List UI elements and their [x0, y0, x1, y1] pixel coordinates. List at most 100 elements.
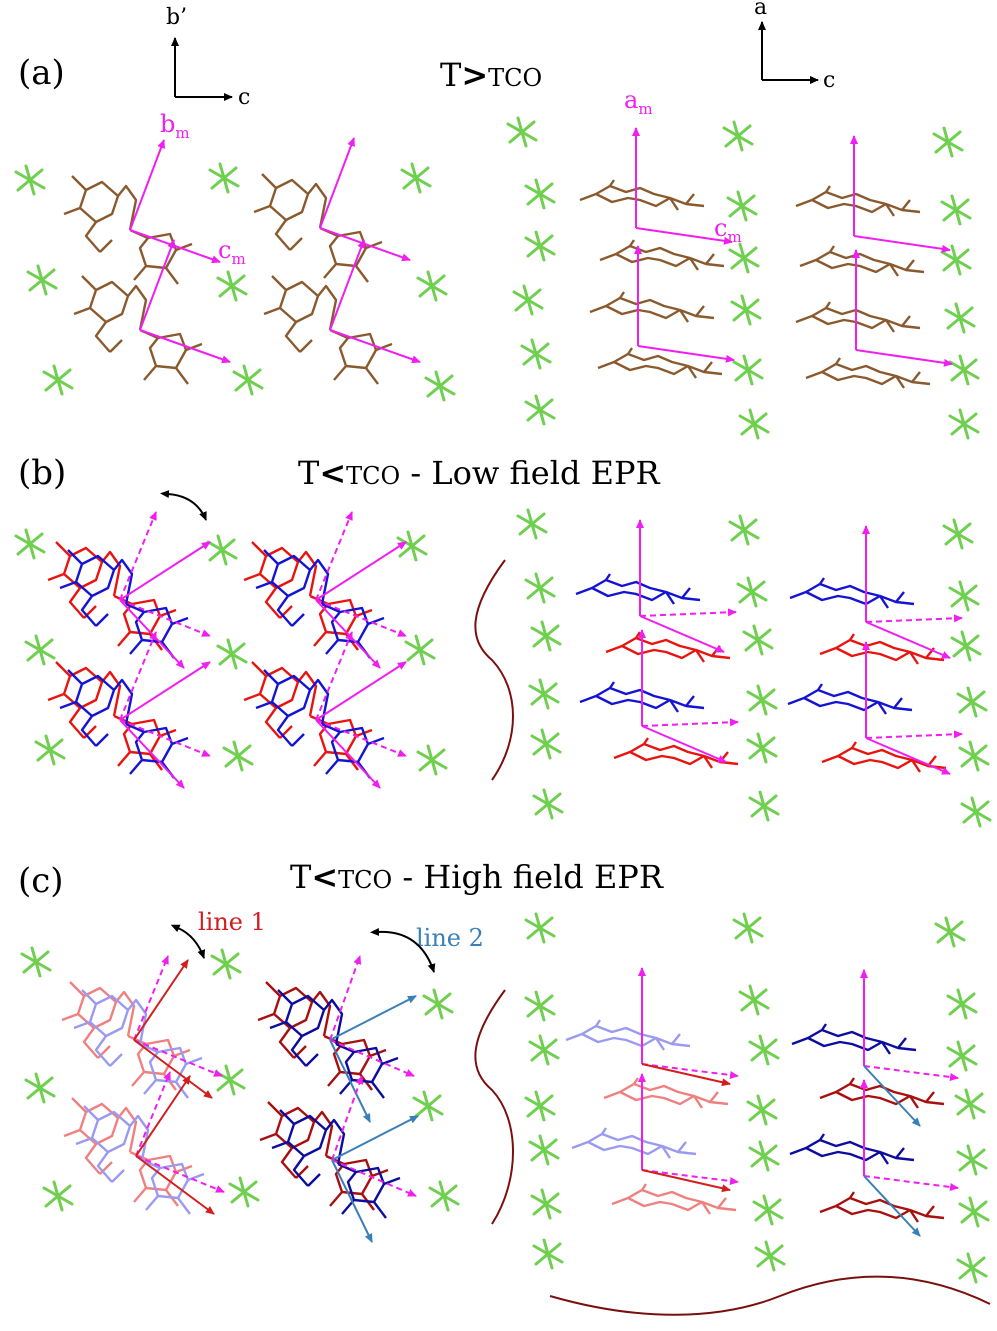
vector-b-a-1 [139, 239, 175, 331]
molecule-c-right-6 [789, 1133, 915, 1165]
vector-c2-c-right-dashed-1 [863, 1175, 959, 1191]
molecule-a-right-7 [805, 357, 931, 389]
vector-c-a-2 [319, 227, 411, 262]
molecule-a-left-2 [253, 173, 383, 283]
molecule-c-right-3 [611, 1183, 737, 1215]
vector-c-b-solid-2 [641, 725, 727, 763]
vector-c2-c-right-solid-0 [863, 1065, 921, 1127]
vector-c-a-3 [329, 329, 421, 364]
anion-a-right-7 [726, 190, 758, 222]
anion-c-left-1 [24, 1072, 56, 1104]
vector-c-solid-1 [119, 719, 185, 789]
anion-a-right-12 [932, 126, 964, 158]
anion-a-right-8 [728, 242, 760, 274]
anion-a-right-9 [730, 294, 762, 326]
vector-c-b-dashed-2 [641, 718, 739, 727]
vector-bm-label: bm [160, 110, 190, 142]
vector-c1-c-solid-1 [135, 1155, 215, 1215]
vector-c-dashed-3 [315, 719, 407, 757]
panel-c-label: (c) [18, 861, 64, 901]
axis-right-vertical-label: a [754, 0, 767, 20]
vector-c1-c-right-solid-0 [641, 1063, 731, 1087]
molecule-b-red-2 [243, 541, 373, 651]
vector-c2-b-solid-1 [331, 1115, 419, 1161]
anion-b-right-13 [948, 580, 980, 612]
vector-b-dashed-1 [119, 631, 157, 721]
vector-c2-b-dashed-1 [331, 1075, 364, 1161]
vector-c2-c-solid-0 [329, 1039, 371, 1123]
vector-c1-c-right-dashed-0 [641, 1063, 739, 1079]
molecule-b-red-1 [47, 661, 177, 771]
anion-c-left-7 [412, 1090, 444, 1122]
anion-b-right-4 [530, 728, 562, 760]
molecule-a-left-3 [263, 275, 393, 385]
vector-c-b-dashed-0 [639, 608, 737, 617]
panel-a-label: (a) [18, 53, 65, 93]
molecule-c-right-0 [565, 1019, 691, 1051]
anion-c-right-12 [752, 1194, 784, 1226]
anion-c-left-2 [42, 1180, 74, 1212]
anion-a-right-15 [944, 302, 976, 334]
anion-a-left-3 [208, 162, 240, 194]
vector-c1-b-dashed-1 [135, 1071, 171, 1157]
anion-a-left-8 [424, 370, 456, 402]
anion-b-right-6 [728, 514, 760, 546]
vector-c-dashed-1 [119, 719, 211, 757]
vector-c-solid-3 [315, 719, 381, 789]
vector-b-solid-3 [315, 661, 407, 721]
anion-b-left-0 [14, 528, 46, 560]
molecule-a-right-0 [579, 179, 705, 211]
vector-c1-c-right-dashed-1 [641, 1169, 739, 1185]
anion-c-right-4 [528, 1134, 560, 1166]
anion-a-left-2 [42, 364, 74, 396]
anion-b-right-8 [742, 624, 774, 656]
vector-c1-b-dashed-0 [133, 955, 169, 1041]
anion-b-right-9 [746, 684, 778, 716]
vector-c-a-0 [129, 229, 221, 264]
vector-b-dashed-0 [119, 511, 157, 601]
molecule-b-right-6 [787, 683, 913, 715]
molecule-c-right-2 [571, 1127, 697, 1159]
anion-a-right-11 [738, 408, 770, 440]
anion-c-right-11 [748, 1140, 780, 1172]
vector-b-solid-2 [315, 541, 407, 601]
anion-c-right-18 [956, 1144, 988, 1176]
vector-c1-c-dashed-1 [135, 1155, 225, 1193]
vector-c-dashed-2 [315, 599, 407, 637]
vector-c-right-3 [855, 349, 953, 367]
molecule-a-right-5 [799, 245, 925, 277]
anion-c-right-14 [934, 916, 966, 948]
vector-c1-c-solid-0 [133, 1039, 213, 1099]
molecule-b-right-7 [821, 741, 947, 773]
line1-label: line 1 [198, 908, 266, 936]
anion-c-left-5 [228, 1176, 260, 1208]
molecule-c-right-4 [791, 1023, 917, 1055]
vector-b-a-3 [329, 239, 365, 331]
rotation-arrow-b [160, 490, 207, 521]
vector-c1-b-solid-0 [133, 959, 189, 1041]
vector-b-dashed-3 [315, 631, 353, 721]
anion-c-right-9 [748, 1034, 780, 1066]
anion-b-right-11 [748, 790, 780, 822]
vector-c2-c-right-solid-1 [863, 1175, 921, 1237]
anion-c-right-3 [524, 1090, 556, 1122]
anion-a-right-6 [722, 120, 754, 152]
vector-b-a-0 [129, 139, 165, 231]
anion-b-left-2 [34, 734, 66, 766]
vector-c2-c-solid-1 [331, 1159, 373, 1243]
axis-right-horizontal-label: c [823, 68, 835, 93]
anion-c-right-8 [738, 984, 770, 1016]
anion-a-right-0 [506, 116, 538, 148]
anion-c-right-20 [956, 1252, 988, 1284]
anion-b-left-7 [404, 634, 436, 666]
vector-c-right-2 [637, 345, 735, 363]
anion-a-right-4 [520, 338, 552, 370]
molecule-a-right-2 [589, 291, 715, 323]
anion-a-right-14 [940, 244, 972, 276]
anion-b-right-14 [950, 630, 982, 662]
anion-c-right-5 [530, 1188, 562, 1220]
axes-left [171, 37, 233, 101]
vector-b-a-2 [319, 137, 355, 229]
molecule-c-lightred-1 [63, 1097, 193, 1207]
